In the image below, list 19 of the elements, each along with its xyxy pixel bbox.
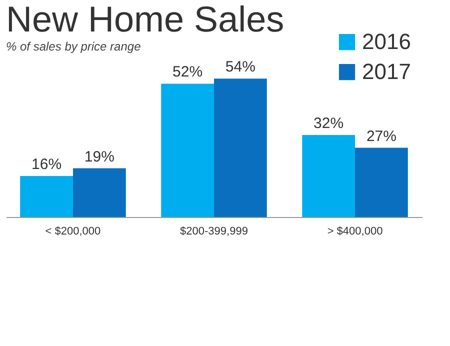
bar [161,84,214,217]
chart-subtitle: % of sales by price range [6,40,142,54]
bar [72,168,126,217]
legend-label: 2017 [362,59,411,84]
bar [355,148,408,217]
data-label: 32% [314,114,344,132]
x-tick-label: < $200,000 [45,226,101,238]
data-label: 27% [366,128,396,145]
data-label: 54% [225,58,256,76]
chart-title: New Home Sales [6,0,284,40]
bar [302,134,356,217]
bar [20,176,73,217]
bar [214,78,267,217]
data-label: 16% [32,156,62,173]
data-label: 52% [172,64,203,81]
legend-label: 2016 [362,29,411,54]
data-label: 19% [84,148,114,166]
x-tick-label: > $400,000 [327,226,383,238]
x-tick-label: $200-399,999 [180,226,248,238]
